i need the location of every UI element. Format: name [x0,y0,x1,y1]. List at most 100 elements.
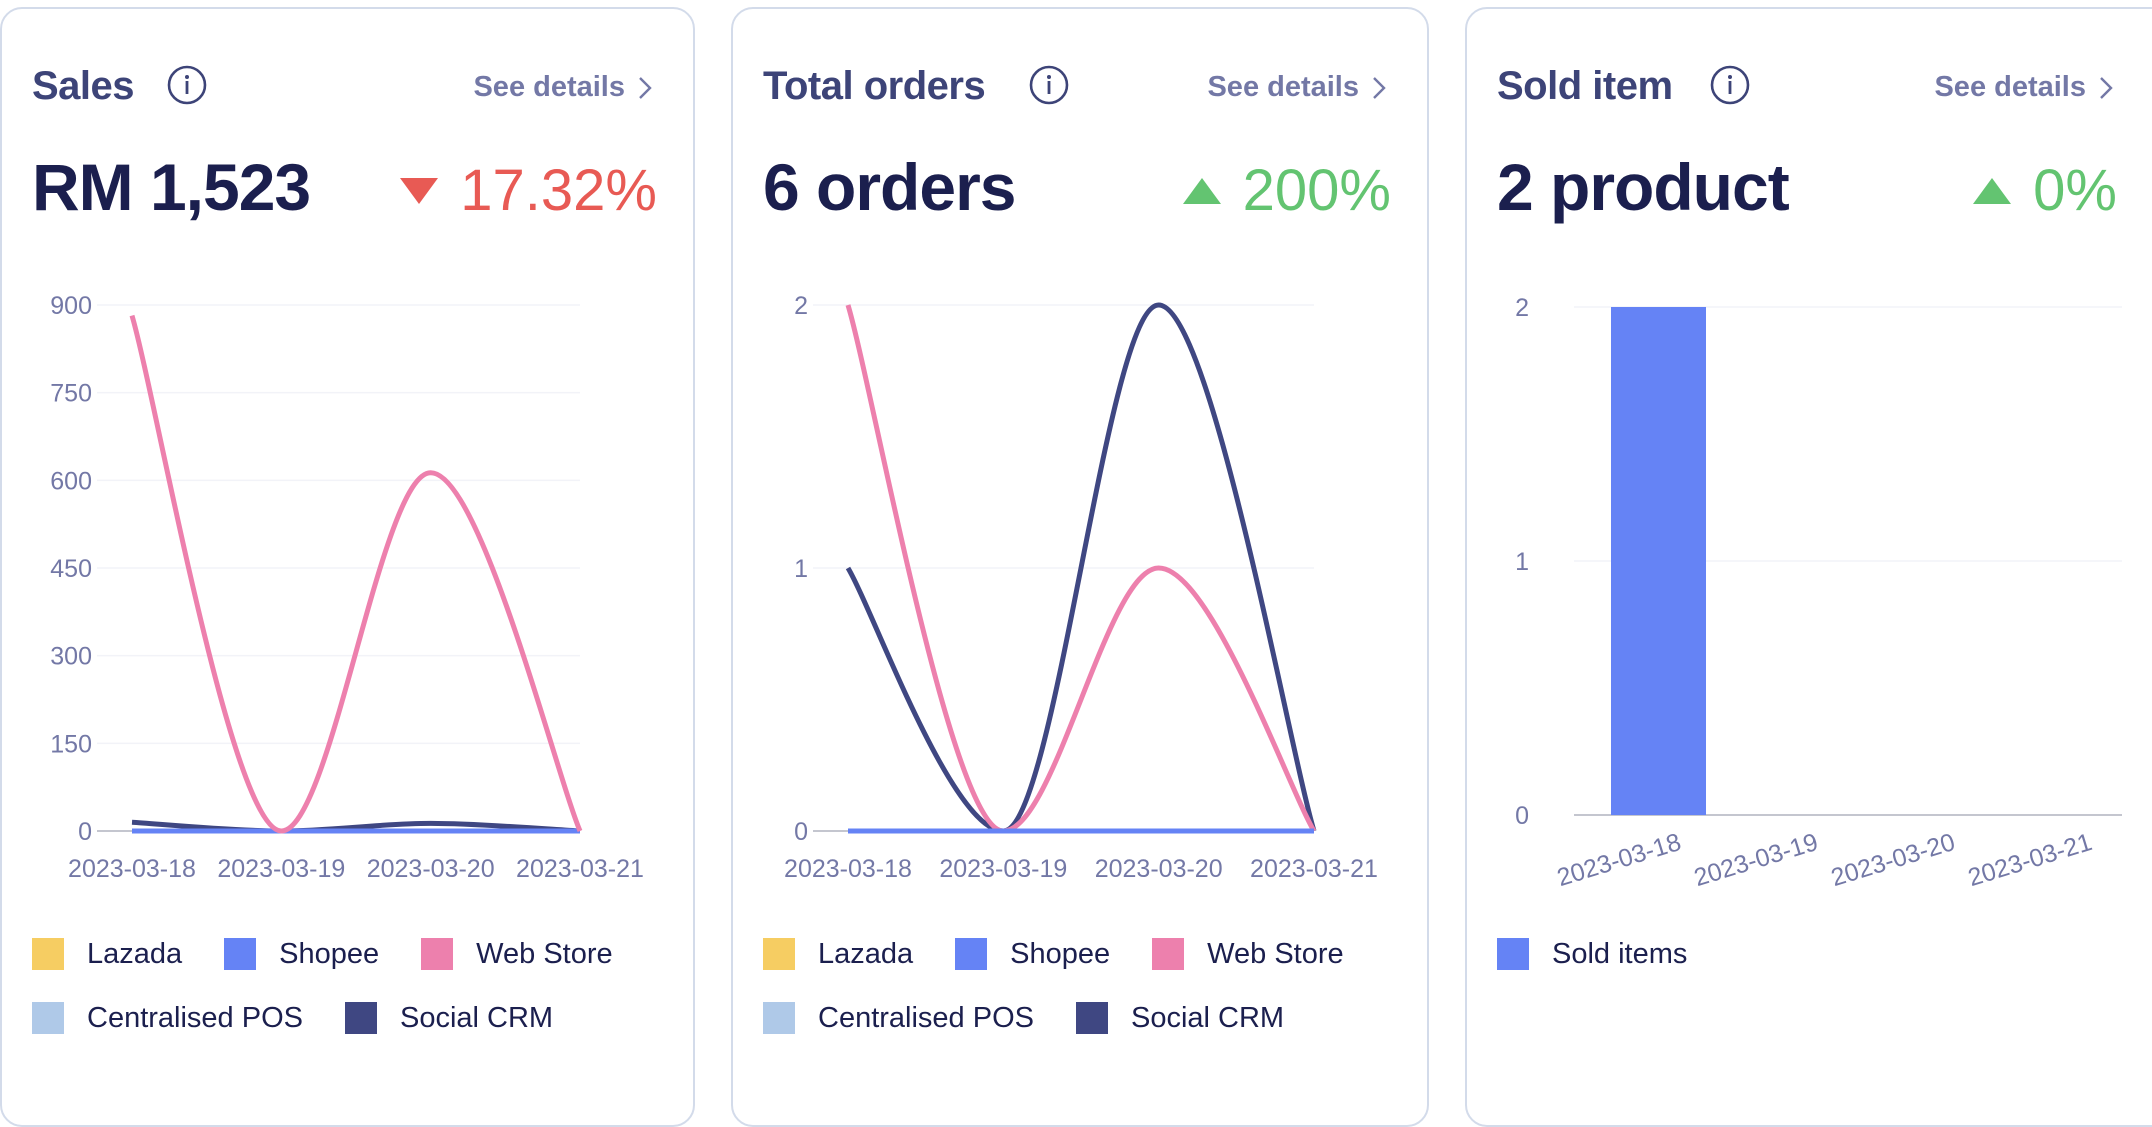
legend-swatch [345,1002,377,1034]
change-value: 17.32% [460,158,657,223]
legend-row: Lazada Shopee Web Store [763,937,1403,971]
change-indicator: 17.32% [400,157,657,224]
orders-value: 6 orders [763,150,1016,224]
y-tick-label: 2 [794,292,808,320]
legend-swatch [32,938,64,970]
see-details-link[interactable]: See details [473,71,653,104]
caret-up-icon [1182,177,1221,204]
y-tick-label: 0 [794,818,808,846]
legend-item-centralised-pos[interactable]: Centralised POS [32,1002,303,1035]
legend-swatch [763,1002,795,1034]
y-tick-label: 0 [78,818,92,846]
legend-row: Centralised POS Social CRM [763,1001,1403,1035]
bar-sold-items-2023-03-18 [1611,307,1706,815]
legend-swatch [763,938,795,970]
legend-label: Shopee [1010,937,1111,970]
total-orders-card: Total orders See details 6 orders 200% 0… [731,7,1429,1127]
chevron-right-icon [2100,76,2113,99]
legend-swatch [955,938,988,970]
see-details-link[interactable]: See details [1934,71,2114,104]
sold-items-bar-chart: 0 1 2 2023-03-18 2023-03-19 2023-03-20 2023-03… [1515,294,2122,892]
x-tick-label: 2023-03-19 [217,855,345,883]
info-icon[interactable] [167,65,207,105]
legend-label: Centralised POS [818,1001,1034,1034]
x-tick-label: 2023-03-20 [367,855,495,883]
legend-item-lazada[interactable]: Lazada [763,938,913,971]
card-title: Total orders [763,64,986,108]
legend-label: Centralised POS [87,1001,303,1034]
y-tick-label: 600 [50,467,92,495]
orders-line-chart: 0 1 2 2023-03-18 2023-03-19 2023-03-20 2023-03… [784,292,1378,883]
see-details-label: See details [473,71,625,103]
y-tick-label: 1 [794,555,808,583]
change-value: 0% [2033,158,2117,223]
legend-label: Web Store [1207,937,1344,970]
legend-label: Lazada [818,937,914,970]
legend-swatch [421,938,454,970]
legend-swatch [1497,938,1529,970]
legend-item-social-crm[interactable]: Social CRM [1076,1002,1284,1035]
y-tick-label: 150 [50,730,92,758]
legend-item-shopee[interactable]: Shopee [224,938,379,971]
change-value: 200% [1242,158,1391,223]
legend-row: Lazada Shopee Web Store [32,937,672,971]
legend-row: Centralised POS Social CRM [32,1001,672,1035]
x-tick-label: 2023-03-18 [1554,828,1684,892]
sales-line-chart: 0 150 300 450 600 750 900 2023-03-18 2023-03-19 2… [50,292,644,883]
legend-label: Sold items [1552,937,1688,970]
legend-label: Web Store [476,937,613,970]
chart-legend: Sold items [1497,937,2137,1001]
y-tick-label: 1 [1515,548,1529,576]
caret-up-icon [1973,177,2012,204]
legend-item-lazada[interactable]: Lazada [32,938,182,971]
sold-item-card: Sold item See details 2 product 0% 0 1 2 20… [1465,7,2152,1127]
y-tick-label: 450 [50,555,92,583]
sold-items-value: 2 product [1497,150,1790,224]
caret-down-icon [400,177,439,204]
y-tick-label: 0 [1515,802,1529,830]
chevron-right-icon [639,76,652,99]
y-tick-label: 2 [1515,294,1529,322]
card-title: Sales [32,64,135,108]
see-details-link[interactable]: See details [1207,71,1387,104]
series-line-social-crm [845,302,1317,834]
change-indicator: 0% [1973,157,2117,224]
legend-item-social-crm[interactable]: Social CRM [345,1002,553,1035]
change-indicator: 200% [1182,157,1391,224]
info-icon[interactable] [1029,65,1069,105]
chart-legend: Lazada Shopee Web Store Centralised POS Soci… [763,937,1403,1065]
legend-item-sold-items[interactable]: Sold items [1497,938,1687,971]
chevron-right-icon [1373,76,1386,99]
x-tick-label: 2023-03-20 [1095,855,1223,883]
legend-row: Sold items [1497,937,2137,971]
card-title: Sold item [1497,64,1673,108]
x-tick-label: 2023-03-21 [1965,828,2095,892]
legend-label: Social CRM [400,1001,554,1034]
legend-item-web-store[interactable]: Web Store [1152,937,1344,971]
x-tick-label: 2023-03-21 [516,855,644,883]
series-line-web-store [129,314,583,834]
legend-item-shopee[interactable]: Shopee [955,938,1110,971]
legend-label: Shopee [279,937,380,970]
y-tick-label: 900 [50,292,92,320]
info-icon[interactable] [1710,65,1750,105]
y-tick-label: 300 [50,643,92,671]
see-details-label: See details [1934,71,2086,103]
x-tick-label: 2023-03-19 [939,855,1067,883]
x-tick-label: 2023-03-21 [1250,855,1378,883]
y-tick-label: 750 [50,380,92,408]
sales-value: RM 1,523 [32,150,311,224]
chart-legend: Lazada Shopee Web Store Centralised POS Soci… [32,937,672,1065]
series-line-web-store [845,304,1317,834]
legend-label: Lazada [87,937,183,970]
legend-swatch [1152,938,1185,970]
legend-swatch [1076,1002,1108,1034]
legend-item-web-store[interactable]: Web Store [421,937,613,971]
see-details-label: See details [1207,71,1359,103]
series-line-social-crm [131,819,581,834]
x-tick-label: 2023-03-18 [784,855,912,883]
legend-item-centralised-pos[interactable]: Centralised POS [763,1002,1034,1035]
x-tick-label: 2023-03-20 [1828,828,1958,892]
legend-swatch [224,938,257,970]
legend-swatch [32,1002,64,1034]
